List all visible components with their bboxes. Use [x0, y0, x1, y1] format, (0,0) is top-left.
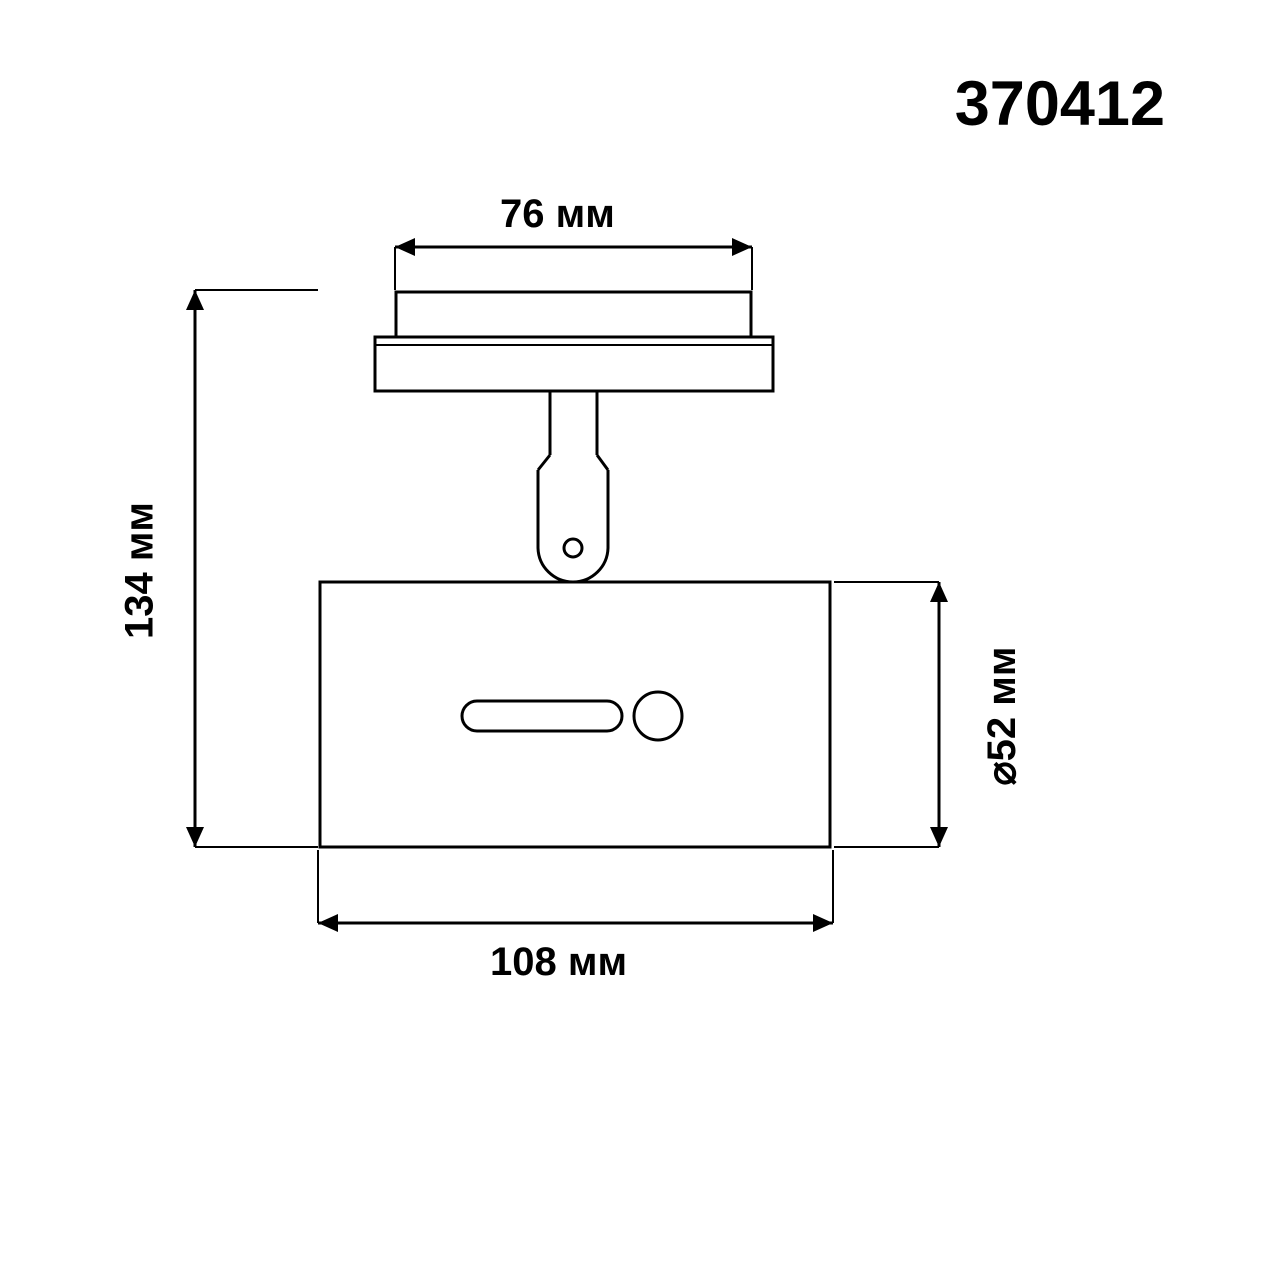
top-block	[396, 292, 751, 337]
dim-left-label: 134 мм	[118, 496, 163, 646]
product-code: 370412	[955, 68, 1165, 140]
dim-bottom	[318, 850, 833, 932]
pivot-circle	[564, 539, 582, 557]
dim-left	[186, 290, 318, 847]
dim-bottom-label: 108 мм	[490, 940, 627, 985]
dim-top-label: 76 мм	[500, 192, 615, 237]
slider-control	[462, 692, 682, 740]
slider-knob	[634, 692, 682, 740]
dim-top	[395, 238, 752, 290]
dim-right	[834, 582, 948, 847]
main-body	[320, 582, 830, 847]
technical-drawing	[0, 0, 1280, 1280]
connector-arm	[538, 391, 608, 582]
dim-right-label: ⌀52 мм	[979, 636, 1025, 796]
